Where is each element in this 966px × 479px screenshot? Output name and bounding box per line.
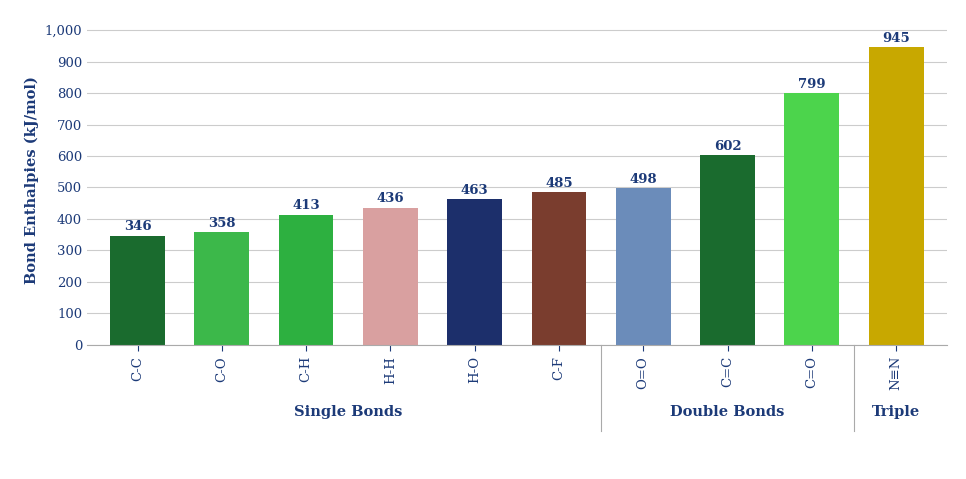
Bar <box>447 199 502 345</box>
Text: 346: 346 <box>124 220 152 233</box>
Text: 602: 602 <box>714 140 741 153</box>
Text: 485: 485 <box>545 177 573 190</box>
Text: 413: 413 <box>293 199 320 212</box>
Bar <box>279 215 333 345</box>
Text: 436: 436 <box>377 192 404 205</box>
Bar <box>700 155 754 345</box>
Text: Triple: Triple <box>872 405 921 419</box>
Text: Single Bonds: Single Bonds <box>294 405 403 419</box>
Text: 498: 498 <box>630 172 657 185</box>
Y-axis label: Bond Enthalpies (kJ/mol): Bond Enthalpies (kJ/mol) <box>24 76 39 284</box>
Bar <box>616 188 670 345</box>
Bar <box>194 232 249 345</box>
Text: 463: 463 <box>461 183 489 196</box>
Bar <box>784 93 839 345</box>
Bar <box>531 192 586 345</box>
Text: 945: 945 <box>882 32 910 45</box>
Text: 799: 799 <box>798 78 826 91</box>
Bar <box>363 207 417 345</box>
Bar <box>868 47 923 345</box>
Text: 358: 358 <box>208 217 236 229</box>
Text: Double Bonds: Double Bonds <box>670 405 784 419</box>
Bar <box>110 236 165 345</box>
